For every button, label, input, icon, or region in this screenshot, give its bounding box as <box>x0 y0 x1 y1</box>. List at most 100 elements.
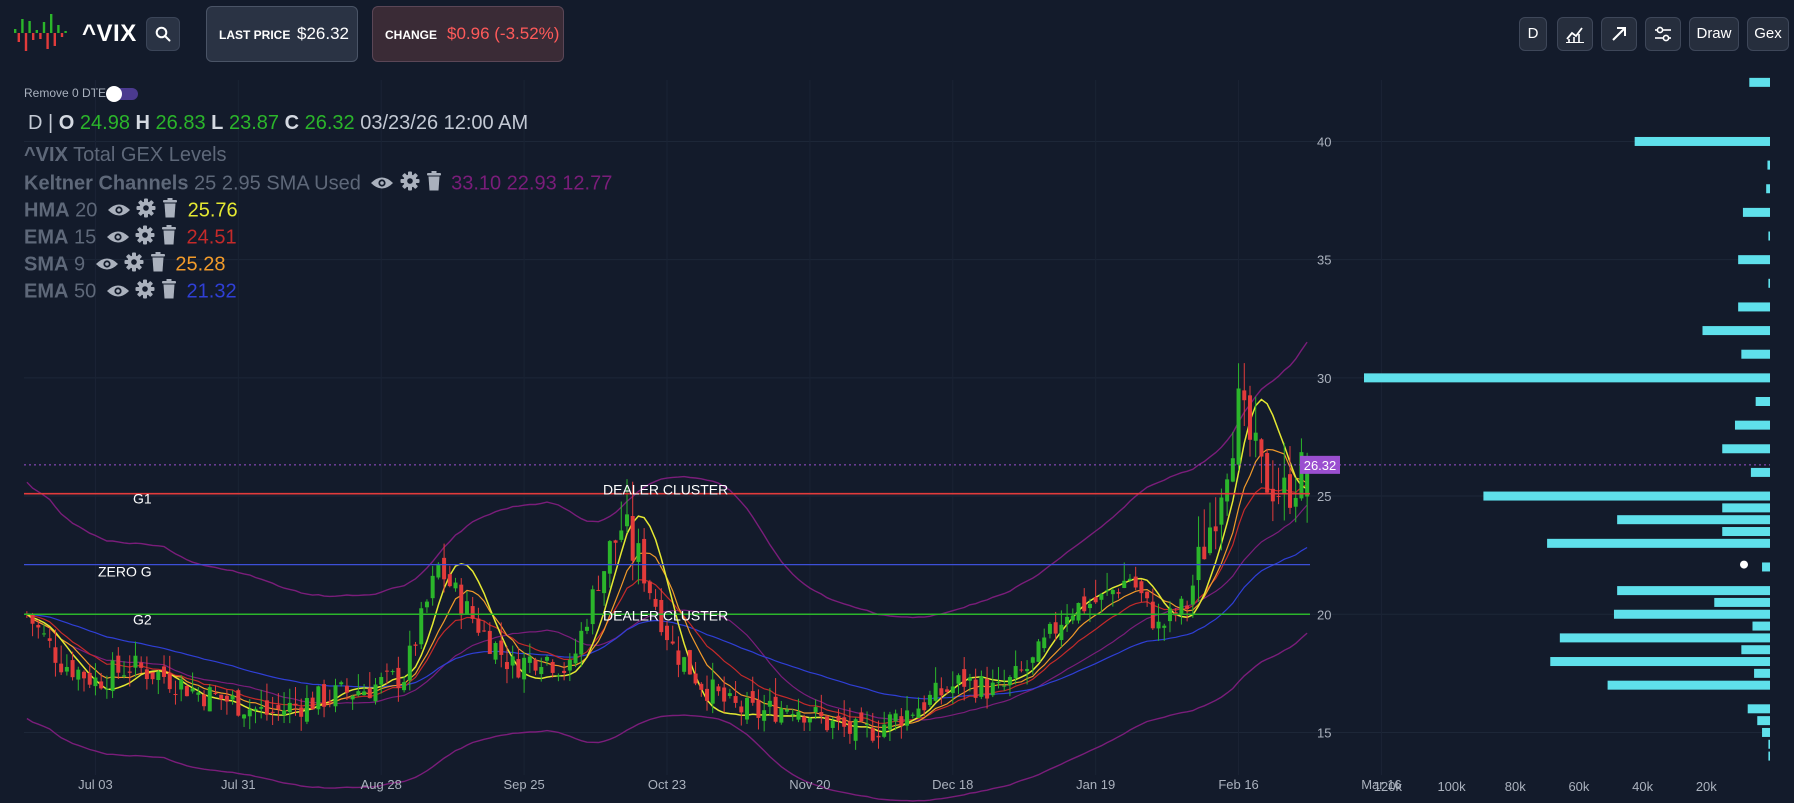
gex-x-tick-label: 120k <box>1374 779 1403 794</box>
trash-icon[interactable] <box>161 225 177 245</box>
ticker-symbol: ^VIX <box>82 20 137 47</box>
eye-icon[interactable] <box>95 256 119 272</box>
trash-icon[interactable] <box>426 171 442 191</box>
candle <box>1110 588 1115 607</box>
gex-x-tick-label: 100k <box>1437 779 1466 794</box>
candle <box>1030 656 1035 675</box>
legend-hma-name: HMA <box>24 199 70 222</box>
gex-x-tick-label: 60k <box>1568 779 1589 794</box>
x-tick-label: Nov 20 <box>789 777 830 792</box>
ohlc-close: 26.32 <box>304 112 355 134</box>
candle <box>1053 611 1058 641</box>
candle <box>573 638 578 668</box>
candle <box>287 688 292 724</box>
candle <box>362 684 367 696</box>
candle <box>933 667 938 702</box>
candle <box>1242 363 1247 426</box>
candle <box>1253 396 1258 458</box>
legend-sma: SMA 9 25.28 <box>24 252 225 278</box>
gex-x-tick-label: 40k <box>1632 779 1653 794</box>
gex-bar <box>1613 609 1770 619</box>
eye-icon[interactable] <box>106 229 130 245</box>
candle <box>339 680 344 687</box>
interval-button[interactable]: D <box>1519 17 1547 51</box>
candle <box>762 694 767 732</box>
candle <box>727 688 732 699</box>
candle <box>887 711 892 741</box>
candle <box>1219 488 1224 551</box>
logo-bar <box>60 33 64 37</box>
candle <box>282 692 287 723</box>
candle <box>447 565 452 588</box>
candle <box>390 669 395 675</box>
ohlc-high-label: H <box>135 112 150 134</box>
candle <box>413 641 418 656</box>
last-price-tag-bg <box>1300 455 1340 474</box>
logo-bar <box>14 29 17 33</box>
eye-icon[interactable] <box>106 283 130 299</box>
candle <box>1270 460 1275 522</box>
candle <box>1122 562 1127 589</box>
legend-gex-title: Total GEX Levels <box>73 144 227 166</box>
candle <box>504 646 509 684</box>
indicators-button[interactable] <box>1557 17 1593 51</box>
candle <box>796 698 801 723</box>
candle <box>973 668 978 703</box>
trash-icon[interactable] <box>150 252 166 272</box>
keltner-upper-line <box>26 341 1308 619</box>
candle <box>396 656 401 702</box>
gex-bar <box>1702 326 1770 336</box>
gex-button[interactable]: Gex <box>1747 17 1789 51</box>
trash-icon[interactable] <box>162 198 178 218</box>
settings-button[interactable] <box>1645 17 1681 51</box>
candle <box>1082 588 1087 614</box>
candle <box>905 695 910 731</box>
candle <box>219 694 224 710</box>
gear-icon[interactable] <box>136 198 156 218</box>
legend-hma-param: 20 <box>75 199 98 222</box>
candle <box>1042 628 1047 653</box>
gear-icon[interactable] <box>135 279 155 299</box>
candle <box>945 686 950 695</box>
legend-ema50-controls <box>106 279 177 305</box>
remove-0dte-toggle[interactable] <box>106 86 138 102</box>
gex-bar <box>1750 467 1770 477</box>
candle <box>516 647 521 679</box>
y-tick-label: 25 <box>1317 489 1331 504</box>
candle <box>259 689 264 719</box>
gear-icon[interactable] <box>400 171 420 191</box>
gear-icon[interactable] <box>124 252 144 272</box>
candle <box>1185 600 1190 622</box>
candle <box>950 671 955 704</box>
candle <box>139 656 144 673</box>
candle <box>104 675 109 699</box>
candle <box>664 621 670 651</box>
draw-button[interactable]: Draw <box>1689 17 1739 51</box>
level-label: G2 <box>133 611 152 627</box>
trend-button[interactable] <box>1601 17 1637 51</box>
candle <box>733 680 738 708</box>
logo-bar <box>50 14 53 33</box>
logo-bar <box>28 21 31 33</box>
candle <box>739 700 744 726</box>
candle <box>584 618 589 635</box>
candle <box>230 690 235 705</box>
candle <box>927 690 932 708</box>
candle <box>813 699 818 720</box>
trash-icon[interactable] <box>161 279 177 299</box>
candle <box>127 655 132 687</box>
candle <box>179 675 184 702</box>
candle <box>162 655 167 684</box>
candle <box>1156 603 1161 641</box>
gex-bar <box>1714 597 1770 607</box>
legend-ema15-controls <box>106 225 177 251</box>
search-button[interactable] <box>146 17 180 51</box>
candle <box>916 697 921 718</box>
ohlc-open-label: O <box>58 112 75 134</box>
eye-icon[interactable] <box>370 175 394 191</box>
gex-bar <box>1607 680 1770 690</box>
candle <box>1179 596 1184 625</box>
eye-icon[interactable] <box>107 202 131 218</box>
gear-icon[interactable] <box>135 225 155 245</box>
